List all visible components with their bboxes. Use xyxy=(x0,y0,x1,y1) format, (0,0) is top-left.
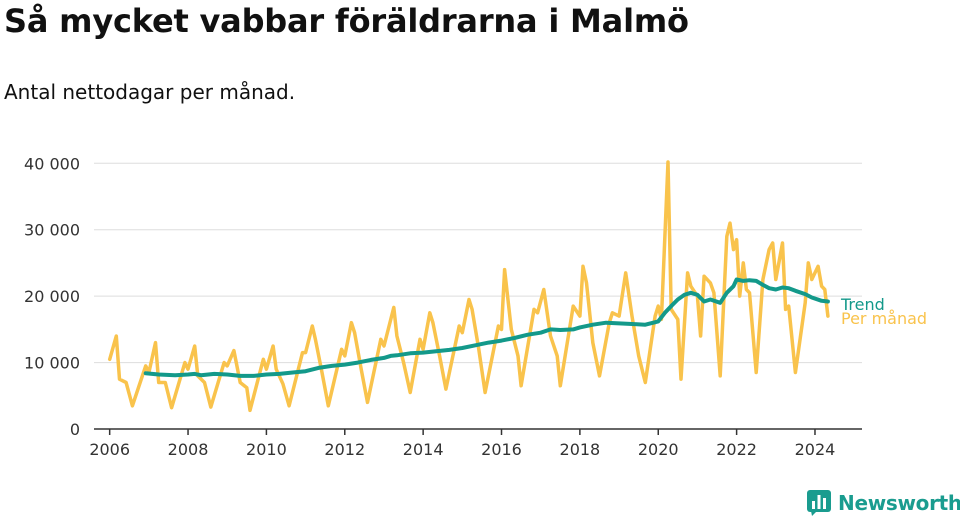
x-tick-label: 2006 xyxy=(89,440,130,459)
x-tick-label: 2014 xyxy=(403,440,444,459)
x-tick-label: 2022 xyxy=(716,440,757,459)
chart-subtitle: Antal nettodagar per månad. xyxy=(4,80,296,104)
y-tick-label: 10 000 xyxy=(24,354,80,373)
chart-title: Så mycket vabbar föräldrarna i Malmö xyxy=(4,2,689,40)
brand-name: Newsworthy xyxy=(838,491,960,515)
y-tick-label: 30 000 xyxy=(24,221,80,240)
x-tick-label: 2008 xyxy=(168,440,209,459)
y-tick-label: 0 xyxy=(70,420,80,439)
x-tick-label: 2018 xyxy=(560,440,601,459)
trend-series-line xyxy=(143,277,830,378)
monthly-series-line xyxy=(107,160,830,413)
monthly-series-label: Per månad xyxy=(841,309,927,328)
x-tick-label: 2020 xyxy=(638,440,679,459)
y-tick-label: 20 000 xyxy=(24,287,80,306)
x-tick-label: 2010 xyxy=(246,440,287,459)
y-tick-label: 40 000 xyxy=(24,154,80,173)
newsworthy-logo-icon xyxy=(807,490,831,516)
brand-logo: Newsworthy xyxy=(806,488,960,518)
x-tick-label: 2012 xyxy=(324,440,365,459)
x-tick-label: 2024 xyxy=(795,440,836,459)
x-tick-label: 2016 xyxy=(481,440,522,459)
trend-series-label: Trend xyxy=(840,295,885,314)
